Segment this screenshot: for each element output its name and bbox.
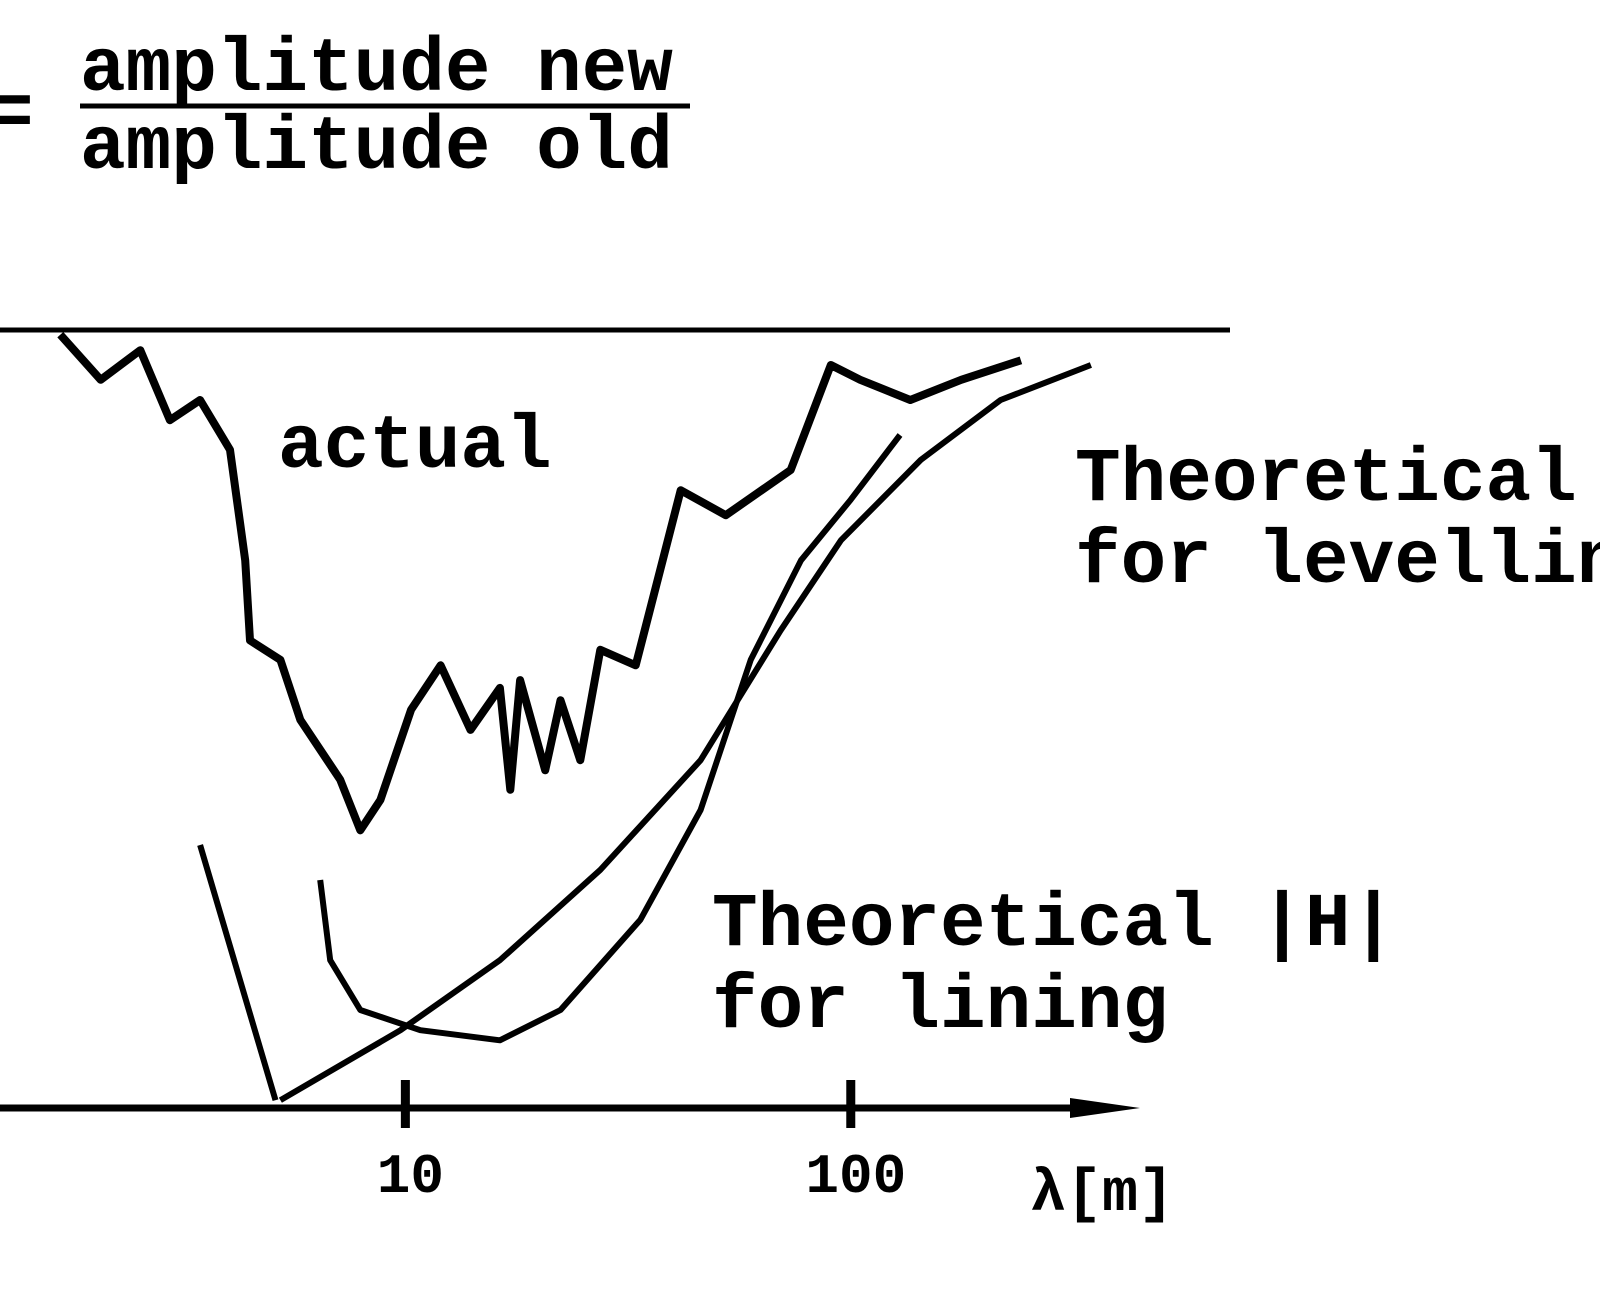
series-label: for lining <box>712 964 1168 1050</box>
x-tick-label: 100 <box>805 1145 906 1209</box>
series-line <box>57 332 1023 835</box>
series-label: Theoretical |H| <box>1075 437 1600 523</box>
x-axis-label: λ[m] <box>1030 1161 1174 1229</box>
series-label: Theoretical |H| <box>712 882 1396 968</box>
ylabel-sign: = <box>0 72 34 158</box>
x-tick-label: 10 <box>377 1145 444 1209</box>
ylabel-denominator: amplitude old <box>80 105 673 191</box>
series-label: for levelling <box>1075 519 1600 605</box>
series-label: actual <box>278 404 552 490</box>
ylabel-numerator: amplitude new <box>80 27 673 113</box>
series-line <box>197 433 903 1102</box>
x-axis-arrow <box>1070 1098 1140 1118</box>
